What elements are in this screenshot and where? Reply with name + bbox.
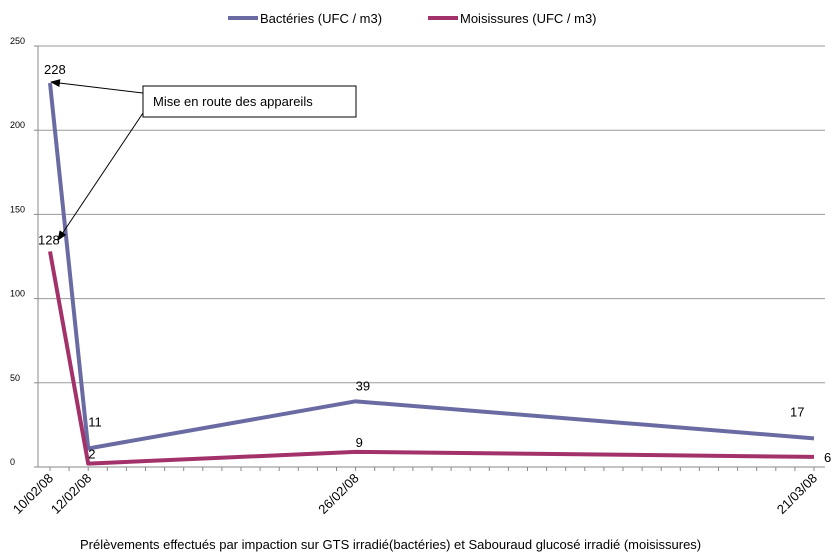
annotation-text: Mise en route des appareils — [153, 94, 313, 109]
y-tick-label-250: 250 — [10, 36, 25, 46]
y-tick-label-0: 0 — [10, 457, 15, 467]
x-tick-label-0: 10/02/08 — [10, 471, 56, 517]
x-tick-label-1: 12/02/08 — [48, 471, 94, 517]
annotation-arrow-moisissures — [57, 112, 144, 241]
data-label-s0-p2: 39 — [356, 378, 370, 393]
data-label-s1-p1: 2 — [88, 447, 95, 462]
gridlines — [38, 45, 825, 384]
y-tick-label-150: 150 — [10, 204, 25, 214]
data-label-s0-p1: 11 — [88, 414, 102, 429]
x-tick-label-2: 26/02/08 — [315, 471, 361, 517]
series-lines — [48, 82, 815, 466]
legend: Bactéries (UFC / m3) Moisissures (UFC / … — [228, 11, 597, 26]
annotation-arrow-bacteries — [50, 79, 144, 94]
legend-label-moisissures: Moisissures (UFC / m3) — [460, 11, 597, 26]
data-label-s1-p2: 9 — [356, 435, 363, 450]
y-tick-label-200: 200 — [10, 120, 25, 130]
legend-label-bacteries: Bactéries (UFC / m3) — [260, 11, 382, 26]
data-label-s1-p0: 128 — [38, 232, 60, 247]
x-axis-minor-ticks — [49, 467, 815, 471]
data-label-s0-p3: 17 — [790, 404, 804, 419]
x-tick-label-3: 21/03/08 — [774, 471, 820, 517]
series-line-0 — [48, 82, 815, 451]
annotation-box — [142, 85, 357, 118]
y-tick-label-50: 50 — [10, 373, 20, 383]
y-axis-ticks: 0 50 100 150 200 250 — [10, 36, 38, 468]
data-labels: 228 11 39 17 128 2 9 6 — [38, 62, 831, 465]
series-line-1 — [48, 251, 815, 466]
annotation: Mise en route des appareils — [50, 79, 357, 241]
y-tick-label-100: 100 — [10, 289, 25, 299]
x-axis-label: Prélèvements effectués par impaction sur… — [80, 537, 701, 552]
data-label-s0-p0: 228 — [44, 62, 66, 77]
data-label-s1-p3: 6 — [824, 450, 831, 465]
